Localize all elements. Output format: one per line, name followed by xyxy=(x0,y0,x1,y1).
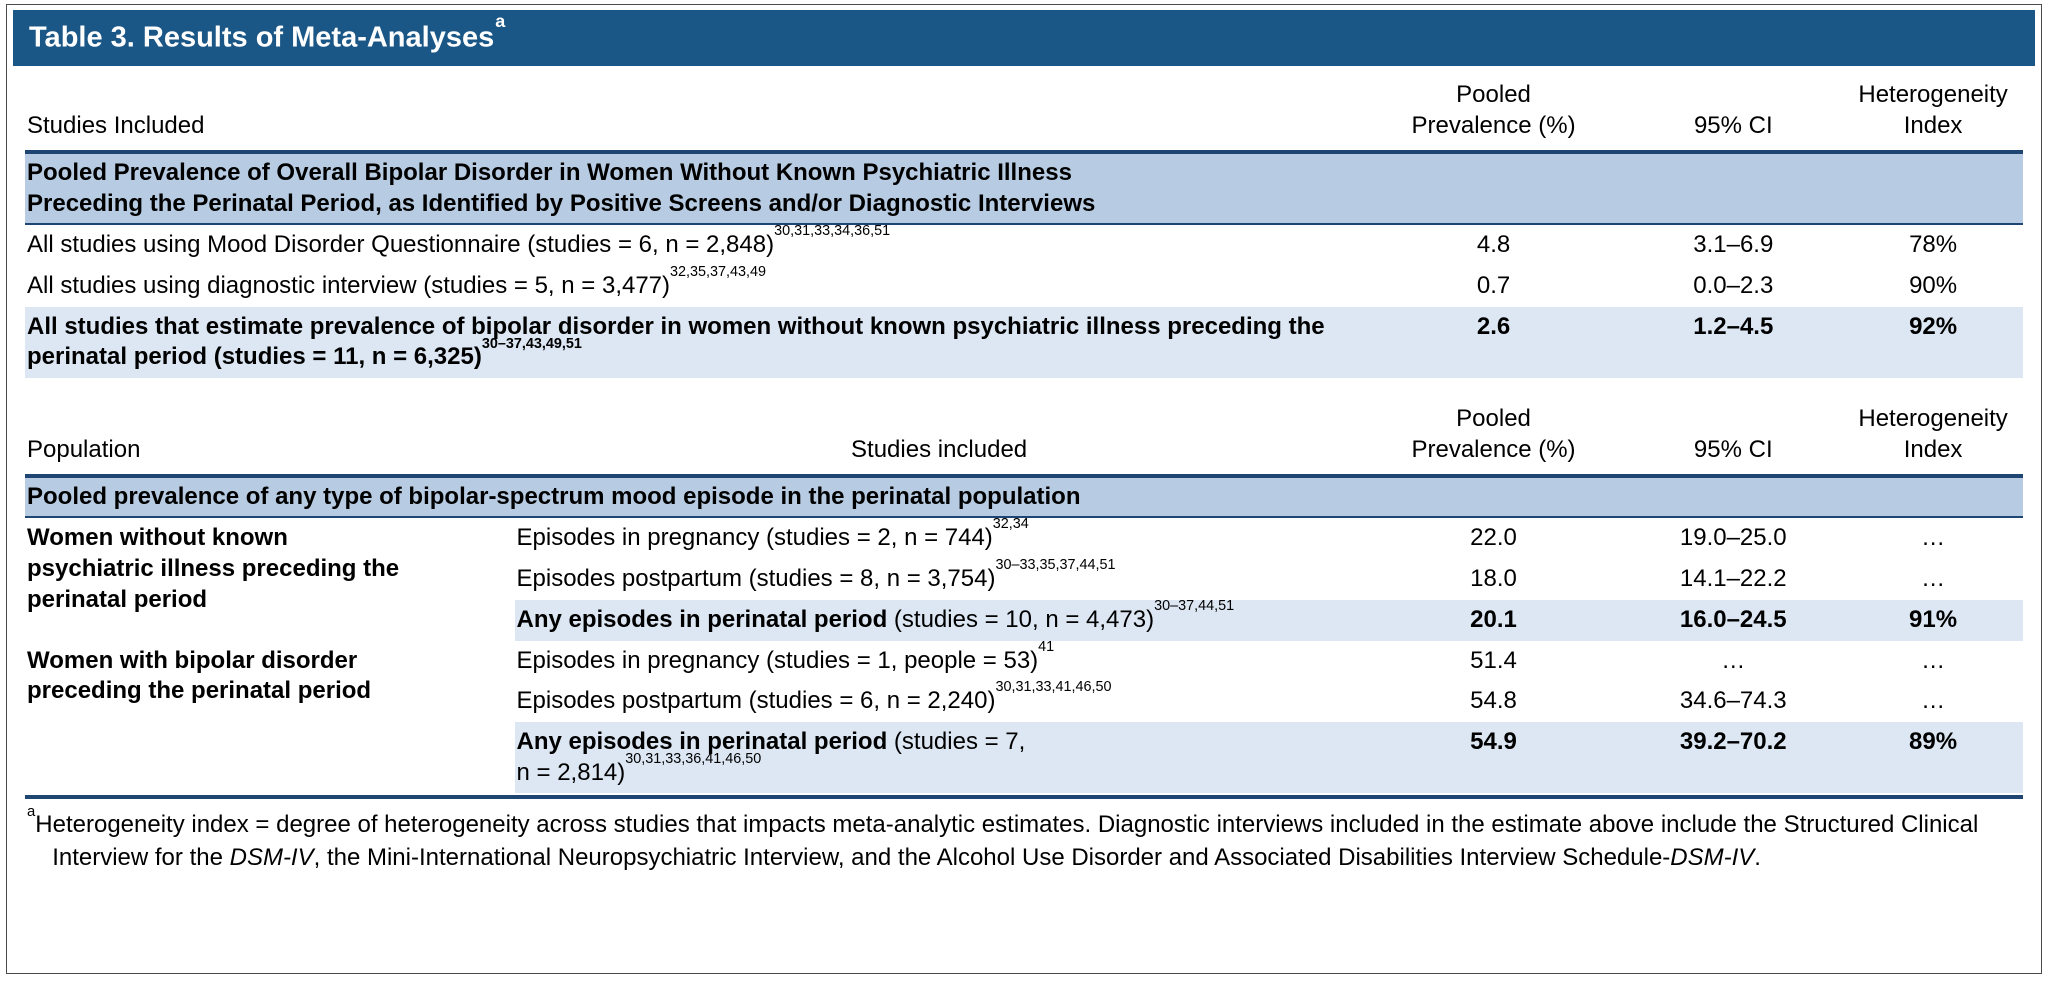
meta-analyses-table-1: Studies Included Pooled Prevalence (%) 95… xyxy=(25,80,2023,379)
figure-frame: Table 3. Results of Meta-Analysesa Studi… xyxy=(6,4,2042,974)
heterogeneity-value: 92% xyxy=(1843,306,2023,379)
ci-value: 39.2–70.2 xyxy=(1623,721,1844,794)
reference-superscript: 30–37,43,49,51 xyxy=(481,335,582,352)
reference-superscript: 30,31,33,41,46,50 xyxy=(995,679,1112,696)
row-label: All studies using diagnostic interview (… xyxy=(27,264,767,300)
table2-header-row: Population Studies included Pooled Preval… xyxy=(25,404,2023,478)
population-cell: Women without known psychiatric illness … xyxy=(27,524,400,613)
dsm-iv-italic: DSM-IV xyxy=(1670,843,1755,871)
heterogeneity-value: 89% xyxy=(1843,721,2023,794)
col-header-studies-included: Studies included xyxy=(514,404,1364,478)
col-header-label: Studies Included xyxy=(27,112,205,140)
col-header-studies-included: Studies Included xyxy=(25,80,1364,154)
col-header-population: Population xyxy=(25,404,515,478)
heterogeneity-value: 91% xyxy=(1843,599,2023,641)
pooled-prevalence-value: 51.4 xyxy=(1470,646,1517,674)
col-header-heterogeneity-index: Heterogeneity Index xyxy=(1843,80,2023,154)
pooled-prevalence-value: 20.1 xyxy=(1363,599,1624,641)
reference-superscript: 32,35,37,43,49 xyxy=(670,264,767,281)
ci-value: 0.0–2.3 xyxy=(1693,272,1774,300)
row-label: Any episodes in perinatal period (studie… xyxy=(514,721,1364,794)
reference-superscript: 30–33,35,37,44,51 xyxy=(995,557,1116,574)
pooled-prevalence-value: 0.7 xyxy=(1476,272,1511,300)
table-row: Women with bipolar disorder preceding th… xyxy=(25,638,2023,704)
table-bottom-rule xyxy=(25,795,2023,800)
row-label: Episodes postpartum (studies = 8, n = 3,… xyxy=(516,557,1116,593)
col-header-pooled-prevalence: Pooled Prevalence (%) xyxy=(1363,404,1624,478)
heterogeneity-value: … xyxy=(1921,565,1946,593)
reference-superscript: 41 xyxy=(1038,638,1055,655)
meta-analyses-table-2: Population Studies included Pooled Preval… xyxy=(25,404,2023,794)
section-header-row: Pooled prevalence of any type of bipolar… xyxy=(25,475,2023,519)
heterogeneity-value: … xyxy=(1921,524,1946,552)
ci-value: 1.2–4.5 xyxy=(1623,306,1844,379)
heterogeneity-value: 78% xyxy=(1909,231,1958,259)
ci-value: … xyxy=(1721,646,1746,674)
section-header-row: Pooled Prevalence of Overall Bipolar Dis… xyxy=(25,151,2023,226)
footnote: aHeterogeneity index = degree of heterog… xyxy=(27,803,1979,871)
ci-value: 16.0–24.5 xyxy=(1623,599,1844,641)
heterogeneity-value: 90% xyxy=(1909,272,1958,300)
table-title-superscript: a xyxy=(495,11,506,32)
table-row: All studies using Mood Disorder Question… xyxy=(25,224,2023,266)
row-label: All studies that estimate prevalence of … xyxy=(25,306,1364,379)
reference-superscript: 30–37,44,51 xyxy=(1154,597,1235,614)
row-label: Episodes in pregnancy (studies = 1, peop… xyxy=(516,638,1055,674)
heterogeneity-value: … xyxy=(1921,687,1946,715)
row-label: All studies using Mood Disorder Question… xyxy=(27,223,891,259)
table1-header-row: Studies Included Pooled Prevalence (%) 95… xyxy=(25,80,2023,154)
dsm-iv-italic: DSM-IV xyxy=(229,843,314,871)
table-title: Table 3. Results of Meta-Analyses xyxy=(29,21,495,54)
heterogeneity-value: … xyxy=(1921,646,1946,674)
ci-value: 34.6–74.3 xyxy=(1679,687,1787,715)
col-header-pooled-prevalence: Pooled Prevalence (%) xyxy=(1363,80,1624,154)
ci-value: 3.1–6.9 xyxy=(1693,231,1774,259)
col-header-95ci: 95% CI xyxy=(1623,80,1844,154)
table-row: Episodes postpartum (studies = 6, n = 2,… xyxy=(25,679,2023,722)
col-header-95ci: 95% CI xyxy=(1623,404,1844,478)
summary-row: All studies that estimate prevalence of … xyxy=(25,306,2023,379)
table-row: All studies using diagnostic interview (… xyxy=(25,264,2023,307)
summary-row: Any episodes in perinatal period (studie… xyxy=(25,597,2023,641)
pooled-prevalence-value: 2.6 xyxy=(1363,306,1624,379)
reference-superscript: 30,31,33,34,36,51 xyxy=(774,223,891,240)
table-title-bar: Table 3. Results of Meta-Analysesa xyxy=(13,10,2035,67)
reference-superscript: 30,31,33,36,41,46,50 xyxy=(625,750,762,767)
population-cell: Women with bipolar disorder preceding th… xyxy=(27,646,372,705)
col-header-heterogeneity-index: Heterogeneity Index xyxy=(1843,404,2023,478)
pooled-prevalence-value: 54.8 xyxy=(1470,687,1517,715)
section-header: Pooled prevalence of any type of bipolar… xyxy=(25,475,2023,519)
row-label: Episodes postpartum (studies = 6, n = 2,… xyxy=(516,679,1112,715)
table-row: Women without known psychiatric illness … xyxy=(25,516,2023,613)
footnote-superscript: a xyxy=(27,803,36,820)
pooled-prevalence-value: 22.0 xyxy=(1470,524,1517,552)
pooled-prevalence-value: 18.0 xyxy=(1470,565,1517,593)
ci-value: 19.0–25.0 xyxy=(1679,524,1787,552)
row-label: Episodes in pregnancy (studies = 2, n = … xyxy=(516,516,1029,552)
pooled-prevalence-value: 4.8 xyxy=(1476,231,1511,259)
reference-superscript: 32,34 xyxy=(992,516,1029,533)
summary-row: Any episodes in perinatal period (studie… xyxy=(25,721,2023,794)
ci-value: 14.1–22.2 xyxy=(1679,565,1787,593)
pooled-prevalence-value: 54.9 xyxy=(1363,721,1624,794)
row-label: Any episodes in perinatal period (studie… xyxy=(514,597,1364,641)
section-header: Pooled Prevalence of Overall Bipolar Dis… xyxy=(25,151,2023,226)
table-row: Episodes postpartum (studies = 8, n = 3,… xyxy=(25,557,2023,600)
